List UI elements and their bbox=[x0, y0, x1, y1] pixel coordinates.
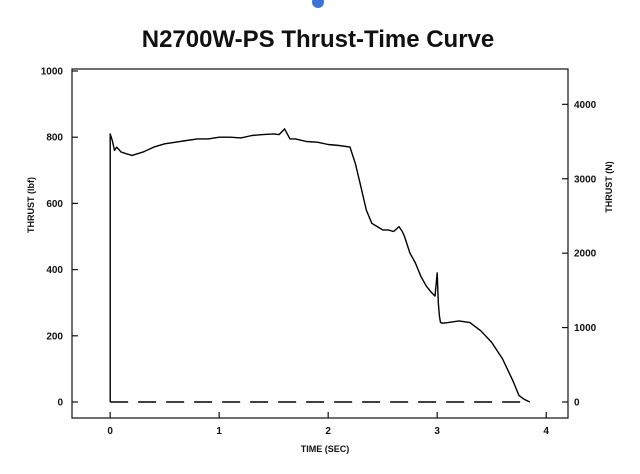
x-tick-label: 0 bbox=[107, 426, 113, 437]
y-tick-label-right: 0 bbox=[574, 398, 580, 409]
y-axis-label-left: THRUST (lbf) bbox=[26, 177, 36, 233]
top-marker-dot bbox=[312, 0, 324, 8]
y-tick-label-left: 600 bbox=[46, 199, 63, 210]
y-tick-label-left: 400 bbox=[46, 265, 63, 276]
x-tick-label: 2 bbox=[325, 426, 331, 437]
y-tick-label-left: 800 bbox=[46, 133, 63, 144]
x-tick-label: 3 bbox=[434, 426, 440, 437]
x-tick-label: 4 bbox=[543, 426, 549, 437]
axis-ticks: 0 200 400 600 800 1000 0 1000 2000 3000 4000 0 1 2 3 4 bbox=[41, 67, 597, 438]
y-tick-label-left: 200 bbox=[46, 331, 63, 342]
chart-title: N2700W-PS Thrust-Time Curve bbox=[142, 26, 495, 53]
y-tick-label-right: 3000 bbox=[574, 174, 597, 185]
y-axis-label-right: THRUST (N) bbox=[604, 161, 614, 213]
y-tick-label-right: 1000 bbox=[574, 323, 597, 334]
chart-marks bbox=[109, 128, 531, 403]
y-tick-label-left: 0 bbox=[57, 398, 63, 409]
y-tick-label-right: 4000 bbox=[574, 100, 597, 111]
plot-frame bbox=[71, 68, 569, 419]
y-tick-label-right: 2000 bbox=[574, 249, 597, 260]
x-axis-label: TIME (SEC) bbox=[301, 444, 350, 454]
x-tick-label: 1 bbox=[216, 426, 222, 437]
thrust-curve-line bbox=[109, 128, 531, 403]
y-tick-label-left: 1000 bbox=[41, 67, 64, 78]
